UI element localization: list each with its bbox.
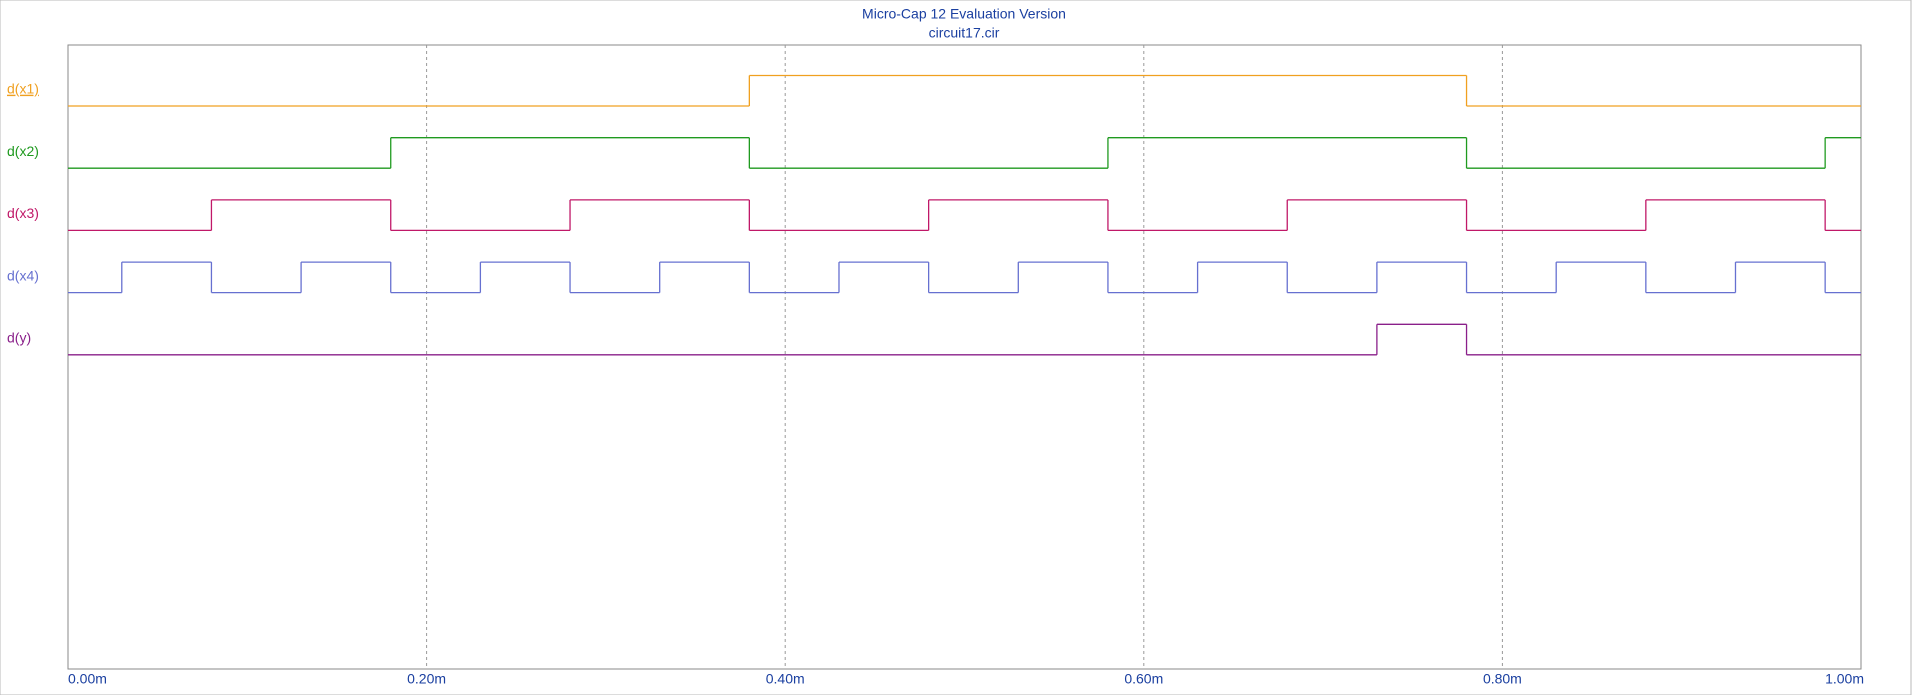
legend-entry: d(x3): [7, 205, 39, 221]
chart-title: Micro-Cap 12 Evaluation Version: [862, 6, 1066, 22]
x-tick-label: 1.00m: [1825, 671, 1864, 687]
x-tick-label: 0.60m: [1124, 671, 1163, 687]
x-tick-label: 0.20m: [407, 671, 446, 687]
x-tick-label: 0.80m: [1483, 671, 1522, 687]
legend-entry: d(x1): [7, 81, 39, 97]
legend-entry: d(x4): [7, 267, 39, 283]
legend-entry: d(y): [7, 330, 31, 346]
x-tick-label: 0.40m: [766, 671, 805, 687]
legend-entry: d(x2): [7, 143, 39, 159]
plot-frame: [67, 44, 1862, 670]
x-tick-label: 0.00m: [68, 671, 107, 687]
chart-subtitle: circuit17.cir: [929, 25, 1000, 41]
